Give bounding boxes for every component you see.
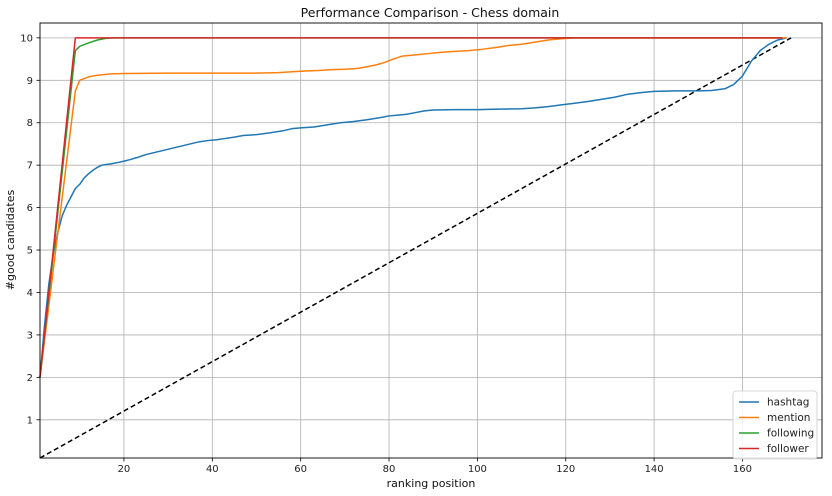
x-tick-label: 40	[206, 464, 219, 475]
x-tick-label: 60	[294, 464, 307, 475]
y-tick-label: 9	[27, 76, 33, 87]
legend: hashtag mention following follower	[732, 390, 818, 460]
reference-line	[39, 37, 792, 459]
legend-label-following: following	[767, 428, 814, 440]
legend-label-follower: follower	[767, 443, 809, 455]
series-line-hashtag	[39, 37, 787, 378]
x-tick-label: 80	[383, 464, 396, 475]
tick-layer: 20 40 60 80 100 120 140 160 1 2 3 4 5 6 7 8 9 10	[20, 33, 752, 475]
series-line-mention	[39, 37, 787, 378]
x-tick-label: 160	[733, 464, 752, 475]
y-tick-label: 5	[27, 246, 33, 257]
y-tick-label: 4	[27, 288, 33, 299]
x-axis-label: ranking position	[387, 477, 476, 490]
y-tick-label: 10	[20, 33, 33, 44]
y-tick-label: 8	[27, 118, 33, 129]
chart-title: Performance Comparison - Chess domain	[301, 5, 560, 20]
plot-frame	[39, 22, 823, 459]
legend-box	[732, 390, 818, 460]
y-tick-label: 2	[27, 373, 33, 384]
y-tick-label: 7	[27, 161, 33, 172]
x-tick-label: 100	[468, 464, 487, 475]
series-layer	[39, 37, 792, 459]
legend-label-hashtag: hashtag	[767, 397, 809, 409]
x-tick-label: 140	[645, 464, 664, 475]
y-tick-label: 6	[27, 203, 33, 214]
y-tick-label: 1	[27, 415, 33, 426]
legend-label-mention: mention	[767, 412, 810, 424]
x-tick-label: 120	[556, 464, 575, 475]
x-tick-label: 20	[118, 464, 131, 475]
series-line-follower	[39, 37, 783, 378]
grid-layer	[40, 23, 822, 458]
y-tick-label: 3	[27, 330, 33, 341]
y-axis-label: #good candidates	[4, 190, 17, 291]
